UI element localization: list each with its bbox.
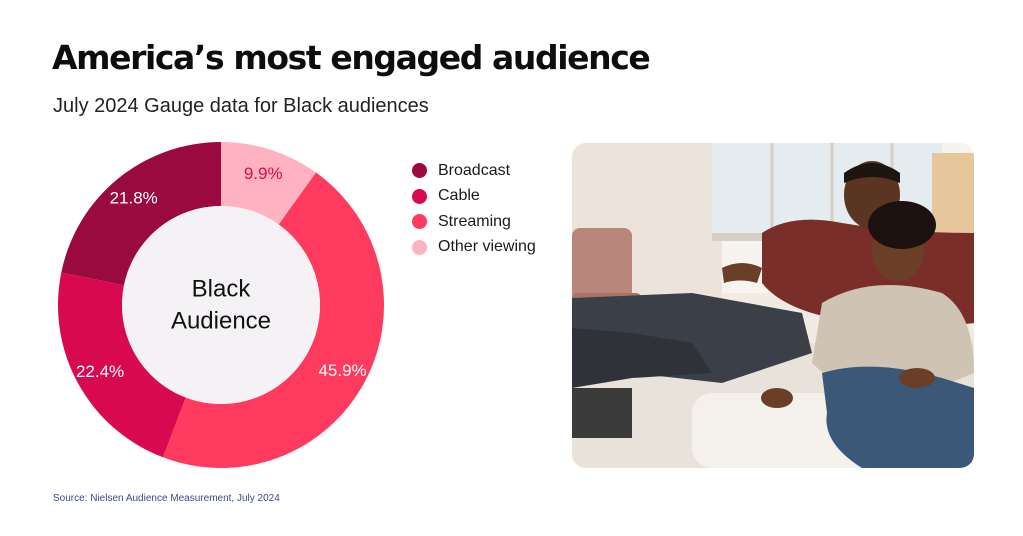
slice-cable [57, 272, 186, 458]
legend-label-cable: Cable [438, 187, 480, 205]
data-label-other-viewing: 9.9% [244, 164, 283, 183]
center-label-line-2: Audience [171, 308, 271, 335]
legend-swatch-other-viewing [412, 239, 427, 255]
legend-swatch-broadcast [412, 163, 427, 179]
chart-legend: Broadcast Cable Streaming Other viewing [412, 158, 536, 260]
slice-other-viewing [221, 142, 316, 225]
legend-label-broadcast: Broadcast [438, 161, 511, 179]
data-label-broadcast: 21.8% [110, 189, 158, 208]
source-note: Source: Nielsen Audience Measurement, Ju… [53, 493, 280, 504]
legend-item-streaming: Streaming [412, 209, 536, 235]
legend-label-streaming: Streaming [438, 212, 511, 230]
page-title: America’s most engaged audience [52, 38, 651, 77]
page-subtitle: July 2024 Gauge data for Black audiences [53, 95, 429, 117]
legend-item-other-viewing: Other viewing [412, 235, 536, 261]
legend-swatch-streaming [412, 214, 427, 230]
legend-swatch-cable [412, 188, 427, 204]
data-label-streaming: 45.9% [318, 361, 366, 380]
slice-broadcast [61, 142, 221, 286]
donut-center [122, 206, 320, 404]
data-label-cable: 22.4% [76, 362, 124, 381]
legend-label-other-viewing: Other viewing [438, 238, 536, 256]
legend-item-cable: Cable [412, 184, 536, 210]
couple-photo [572, 143, 974, 468]
slice-streaming [162, 172, 384, 468]
legend-item-broadcast: Broadcast [412, 158, 536, 184]
center-label-line-1: Black [192, 276, 252, 303]
